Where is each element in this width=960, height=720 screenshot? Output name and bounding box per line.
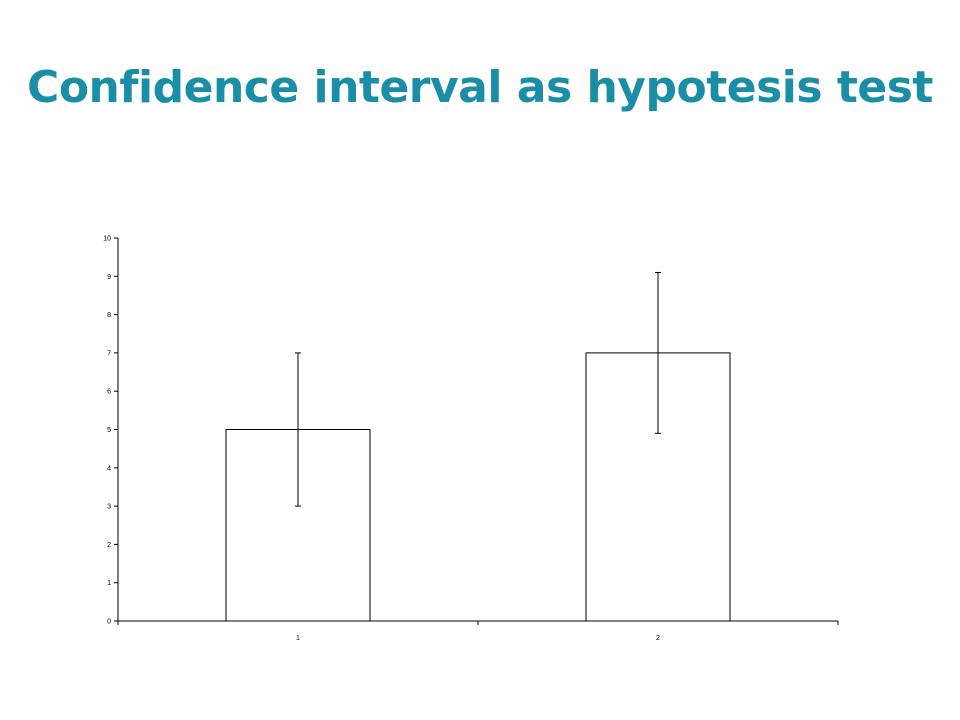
y-tick-label: 0 xyxy=(107,619,111,626)
y-tick-label: 1 xyxy=(107,580,111,587)
x-tick-label: 1 xyxy=(296,635,300,642)
y-tick-label: 2 xyxy=(107,542,111,549)
error-bars xyxy=(295,271,661,507)
y-tick-label: 6 xyxy=(107,389,111,396)
y-tick-label: 8 xyxy=(107,312,111,319)
bars xyxy=(225,352,731,622)
y-tick-label: 5 xyxy=(107,427,111,434)
x-tick-label: 2 xyxy=(656,635,660,642)
y-tick-label: 9 xyxy=(107,274,111,281)
slide-title: Confidence interval as hypotesis test xyxy=(27,62,933,113)
y-tick-label: 3 xyxy=(107,504,111,511)
y-tick-label: 7 xyxy=(107,350,111,357)
y-axis: 0 1 2 3 4 5 6 7 8 9 10 xyxy=(103,236,119,626)
y-tick-label: 10 xyxy=(103,236,111,243)
y-tick-label: 4 xyxy=(107,465,111,472)
